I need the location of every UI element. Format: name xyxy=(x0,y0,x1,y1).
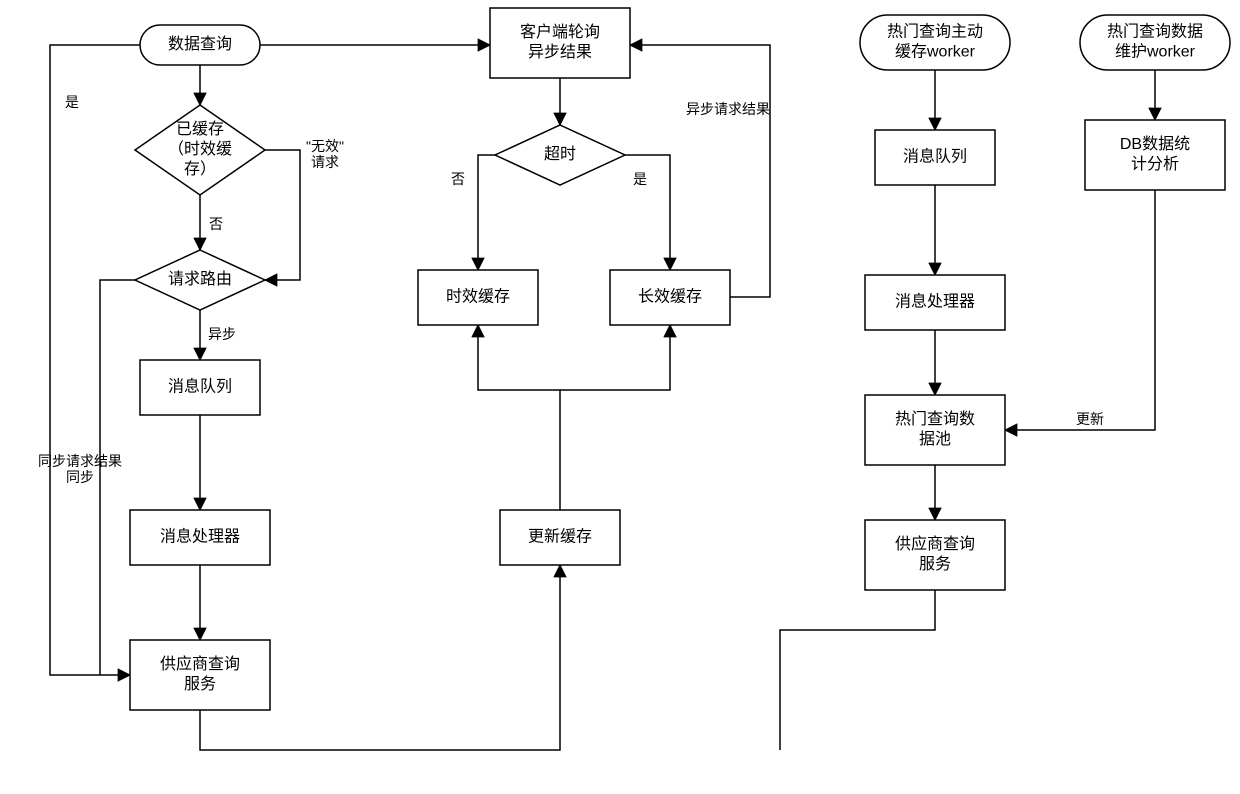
edge-label: 异步请求结果 xyxy=(686,101,770,117)
n_sup2 xyxy=(865,520,1005,590)
edge-label: 否 xyxy=(209,216,223,232)
edge-label: 异步 xyxy=(208,326,236,342)
n_mp1-label: 消息处理器 xyxy=(160,528,240,546)
edge xyxy=(265,150,300,280)
edge xyxy=(630,45,770,297)
n_time_cache-label: 时效缓存 xyxy=(446,288,510,306)
n_poll xyxy=(490,8,630,78)
n_hot_pool xyxy=(865,395,1005,465)
n_mq1-label: 消息队列 xyxy=(168,378,232,396)
n_mp2-label: 消息处理器 xyxy=(895,293,975,311)
edge-label: 否 xyxy=(451,171,465,187)
n_update-label: 更新缓存 xyxy=(528,528,592,546)
edge xyxy=(478,325,560,510)
edge xyxy=(100,280,135,675)
edge-label: 是 xyxy=(633,171,647,187)
edge xyxy=(50,45,140,675)
flowchart-canvas: 否"无效"请求异步是同步请求结果同步否是异步请求结果更新数据查询已缓存（时效缓存… xyxy=(0,0,1240,794)
n_timeout-label: 超时 xyxy=(544,145,576,163)
n_db xyxy=(1085,120,1225,190)
n_sup1 xyxy=(130,640,270,710)
edge-label: 是 xyxy=(65,94,79,110)
n_route-label: 请求路由 xyxy=(168,270,232,288)
n_long_cache-label: 长效缓存 xyxy=(638,288,702,306)
n_query-label: 数据查询 xyxy=(168,35,232,53)
edge-label: "无效"请求 xyxy=(306,138,344,170)
n_mq2-label: 消息队列 xyxy=(903,148,967,166)
edge xyxy=(1005,190,1155,430)
edge-label: 更新 xyxy=(1076,411,1104,427)
edge xyxy=(780,590,935,750)
edge xyxy=(560,325,670,390)
edge xyxy=(478,155,505,270)
